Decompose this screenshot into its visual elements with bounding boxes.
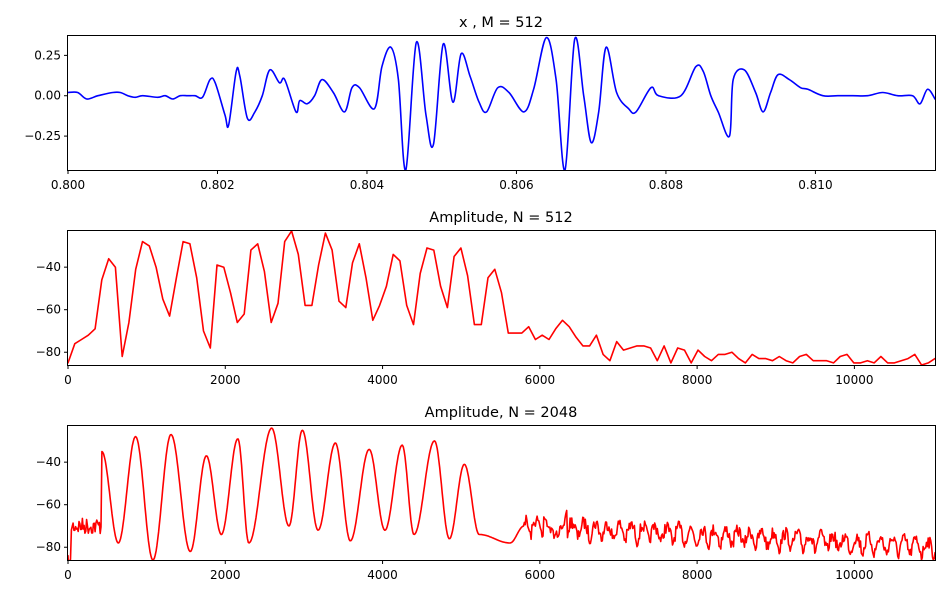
x-tick-label: 4000 xyxy=(367,568,398,582)
y-tick-label: −60 xyxy=(36,303,61,317)
x-tick-label: 2000 xyxy=(210,373,241,387)
y-tick-label: 0.25 xyxy=(34,48,61,62)
axes-frame-amp512 xyxy=(67,230,936,366)
y-tick-label: −40 xyxy=(36,455,61,469)
x-tick-label: 0.806 xyxy=(499,178,533,192)
y-tick-label: −60 xyxy=(36,498,61,512)
x-tick-label: 8000 xyxy=(682,373,713,387)
x-tick-label: 0 xyxy=(64,373,72,387)
y-tick-label: 0.00 xyxy=(34,89,61,103)
y-tick-label: −0.25 xyxy=(24,129,61,143)
x-tick-label: 0 xyxy=(64,568,72,582)
x-tick-label: 0.808 xyxy=(649,178,683,192)
axes-signal: 0.800 0.802 0.804 0.806 0.808 0.810 0.25 0.00 −0… xyxy=(24,48,832,192)
y-tick-label: −80 xyxy=(36,540,61,554)
signal-line-group xyxy=(68,36,935,170)
y-tick-label: −40 xyxy=(36,260,61,274)
series-line-amplitude xyxy=(68,427,935,560)
x-tick-label: 0.800 xyxy=(51,178,85,192)
x-tick-label: 6000 xyxy=(525,373,556,387)
axes-frame-amp2048 xyxy=(67,425,936,561)
panel-signal: x , M = 512 0.800 0.802 0.804 0.806 0.808 0.8… xyxy=(24,15,936,192)
x-tick-label: 2000 xyxy=(210,568,241,582)
x-tick-label: 10000 xyxy=(835,568,873,582)
amp2048-line-group xyxy=(68,427,935,560)
amp512-line-group xyxy=(68,231,935,365)
x-tick-label: 0.804 xyxy=(350,178,384,192)
panel-amplitude-512: Amplitude, N = 512 0 2000 4000 6000 8000 1000… xyxy=(36,210,936,387)
chart-title-amp2048: Amplitude, N = 2048 xyxy=(425,405,578,421)
x-tick-label: 4000 xyxy=(367,373,398,387)
x-tick-label: 0.802 xyxy=(200,178,234,192)
axes-amp2048: 0 2000 4000 6000 8000 10000 −40 −60 −80 xyxy=(36,455,874,582)
x-tick-label: 10000 xyxy=(835,373,873,387)
series-line-x xyxy=(68,36,935,170)
axes-amp512: 0 2000 4000 6000 8000 10000 −40 −60 −80 xyxy=(36,260,874,387)
axes-frame-signal xyxy=(67,35,936,171)
x-tick-label: 8000 xyxy=(682,568,713,582)
panel-amplitude-2048: Amplitude, N = 2048 0 2000 4000 6000 8000 100… xyxy=(36,405,936,582)
chart-title-signal: x , M = 512 xyxy=(459,15,543,31)
chart-title-amp512: Amplitude, N = 512 xyxy=(429,210,572,226)
x-tick-label: 0.810 xyxy=(798,178,832,192)
series-line-amplitude xyxy=(68,231,935,365)
y-tick-label: −80 xyxy=(36,345,61,359)
x-tick-label: 6000 xyxy=(525,568,556,582)
